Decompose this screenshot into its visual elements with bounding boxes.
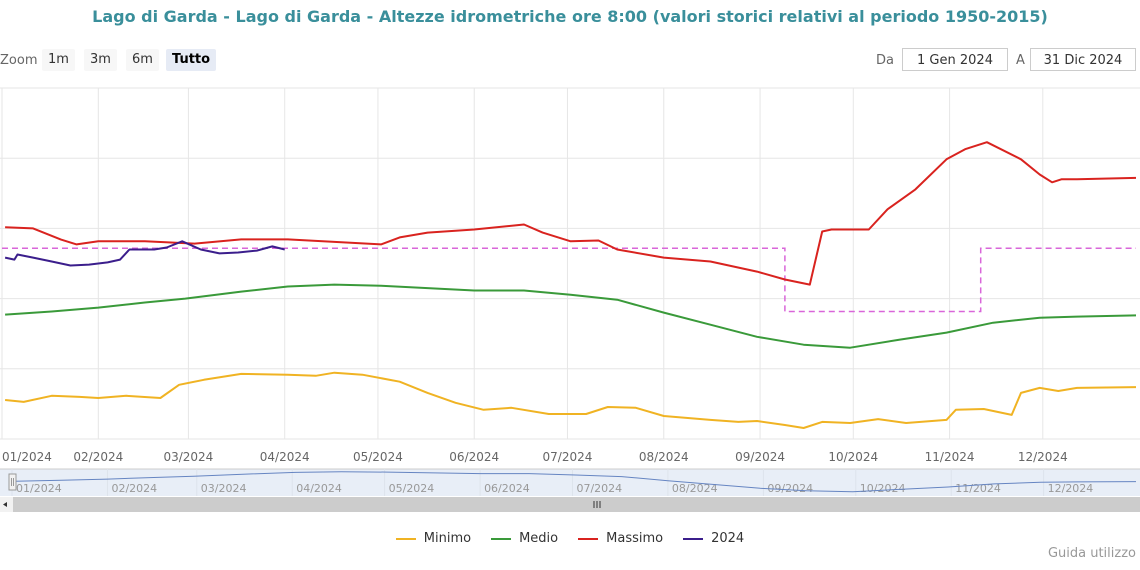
chart-title: Lago di Garda - Lago di Garda - Altezze … bbox=[92, 7, 1048, 26]
legend: Minimo Medio Massimo 2024 bbox=[0, 531, 1140, 546]
legend-item-2024[interactable]: 2024 bbox=[683, 531, 744, 546]
zoom-6m-button[interactable]: 6m bbox=[126, 49, 159, 71]
scroll-left-arrow-icon[interactable] bbox=[3, 502, 7, 507]
x-axis-labels: 01/2024 02/2024 03/2024 04/2024 05/2024 06/20… bbox=[2, 450, 1068, 464]
legend-label: Minimo bbox=[423, 531, 472, 546]
x-tick-label: 08/2024 bbox=[639, 450, 689, 464]
navigator-tick-label: 06/2024 bbox=[484, 482, 530, 495]
grid bbox=[0, 87, 1140, 440]
legend-item-medio[interactable]: Medio bbox=[491, 531, 558, 546]
legend-item-massimo[interactable]: Massimo bbox=[578, 531, 663, 546]
series-line-minimo bbox=[4, 371, 1137, 429]
legend-swatch-2024 bbox=[683, 537, 704, 540]
navigator-tick-label: 09/2024 bbox=[767, 482, 813, 495]
scrollbar-thumb[interactable] bbox=[13, 497, 1140, 512]
legend-label: Massimo bbox=[606, 531, 664, 546]
series-line-medio bbox=[5, 283, 1137, 349]
legend-swatch-massimo bbox=[578, 537, 599, 540]
navigator-tick-label: 05/2024 bbox=[389, 482, 435, 495]
legend-label: Medio bbox=[519, 531, 559, 546]
scrollbar-grip-icon bbox=[593, 501, 601, 508]
navigator-tick-label: 02/2024 bbox=[111, 482, 157, 495]
zoom-3m-button[interactable]: 3m bbox=[84, 49, 117, 71]
x-tick-label: 04/2024 bbox=[260, 450, 310, 464]
navigator-tick-label: 10/2024 bbox=[860, 482, 906, 495]
navigator-handle-left[interactable] bbox=[8, 473, 17, 491]
to-label: A bbox=[1016, 53, 1025, 68]
x-tick-label: 06/2024 bbox=[449, 450, 499, 464]
navigator-tick-label: 08/2024 bbox=[672, 482, 718, 495]
zoom-label: Zoom bbox=[0, 53, 38, 68]
x-tick-label: 03/2024 bbox=[163, 450, 213, 464]
x-tick-label: 12/2024 bbox=[1018, 450, 1068, 464]
reference-threshold-line bbox=[2, 247, 1136, 313]
navigator-tick-label: 04/2024 bbox=[296, 482, 342, 495]
x-tick-label: 10/2024 bbox=[828, 450, 878, 464]
legend-item-minimo[interactable]: Minimo bbox=[395, 531, 472, 546]
from-date-input[interactable]: 1 Gen 2024 bbox=[902, 48, 1008, 71]
navigator[interactable]: 01/2024 02/2024 03/2024 04/2024 05/2024 06/20… bbox=[0, 468, 1140, 512]
navigator-selected-range bbox=[0, 469, 1140, 496]
from-label: Da bbox=[876, 53, 894, 68]
chart-area: 01/2024 02/2024 03/2024 04/2024 05/2024 06/20… bbox=[0, 87, 1140, 512]
navigator-tick-label: 11/2024 bbox=[955, 482, 1001, 495]
user-guide-link[interactable]: Guida utilizzo bbox=[1047, 546, 1136, 561]
x-tick-label: 11/2024 bbox=[925, 450, 975, 464]
x-tick-label: 05/2024 bbox=[353, 450, 403, 464]
series-line-2024 bbox=[4, 240, 285, 267]
series-group bbox=[2, 141, 1137, 429]
navigator-tick-label: 01/2024 bbox=[16, 482, 62, 495]
x-tick-label: 07/2024 bbox=[543, 450, 593, 464]
legend-label: 2024 bbox=[711, 531, 745, 546]
zoom-1m-button[interactable]: 1m bbox=[42, 49, 75, 71]
series-line-massimo bbox=[5, 141, 1137, 286]
navigator-tick-label: 03/2024 bbox=[201, 482, 247, 495]
navigator-tick-label: 07/2024 bbox=[576, 482, 622, 495]
x-tick-label: 01/2024 bbox=[2, 450, 52, 464]
zoom-all-button[interactable]: Tutto bbox=[166, 49, 217, 71]
navigator-tick-label: 12/2024 bbox=[1048, 482, 1094, 495]
legend-swatch-minimo bbox=[395, 537, 416, 540]
x-tick-label: 02/2024 bbox=[73, 450, 123, 464]
legend-swatch-medio bbox=[491, 537, 512, 540]
to-date-input[interactable]: 31 Dic 2024 bbox=[1030, 48, 1136, 71]
navigator-series-line bbox=[15, 471, 1137, 493]
x-tick-label: 09/2024 bbox=[735, 450, 785, 464]
